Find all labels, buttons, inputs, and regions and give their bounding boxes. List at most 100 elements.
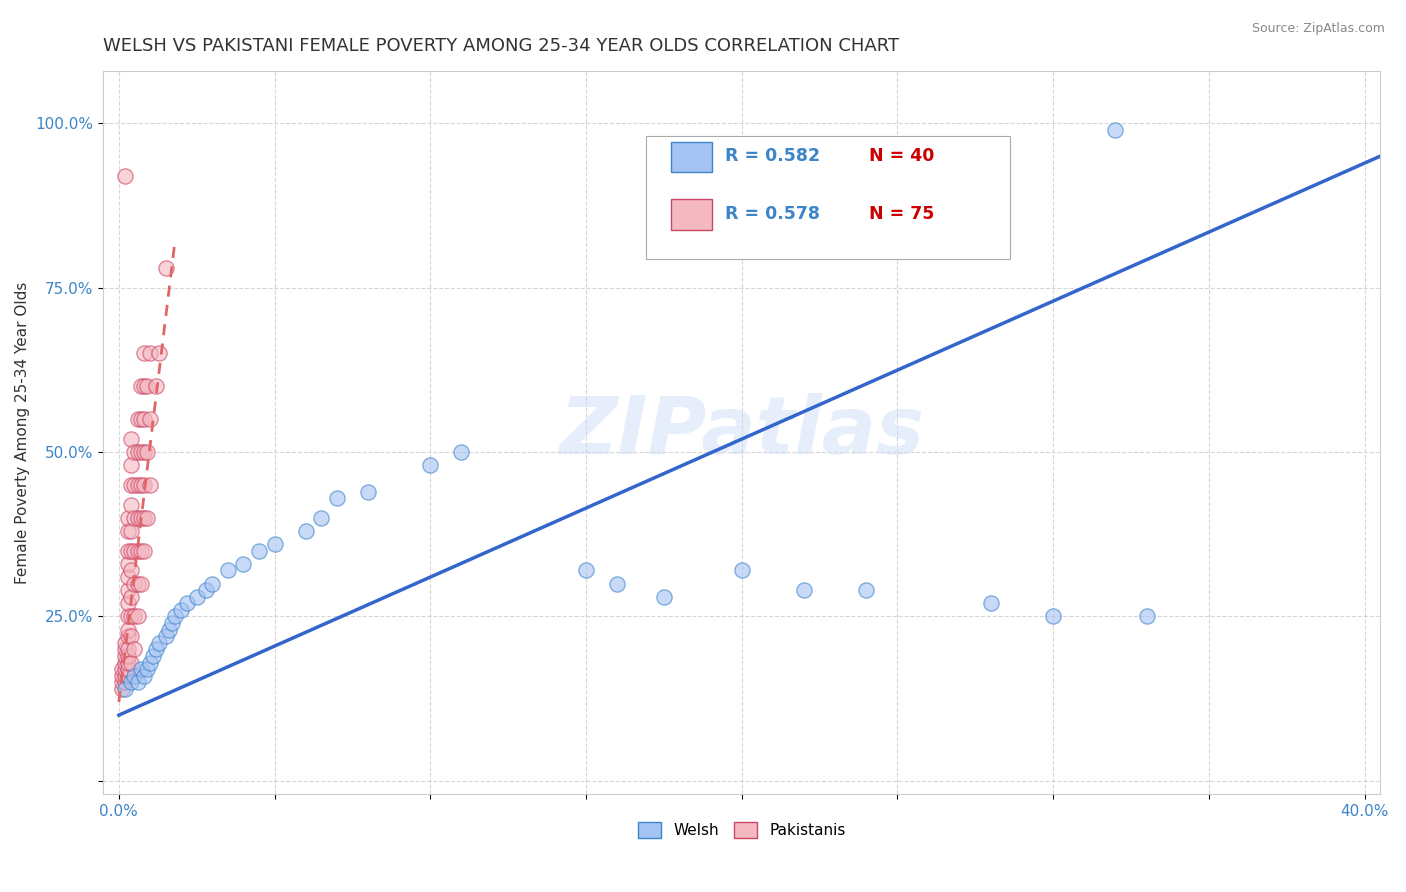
Point <box>139 412 162 426</box>
Bar <box>672 200 713 230</box>
Point <box>217 564 239 578</box>
Point <box>232 557 254 571</box>
Point <box>114 648 136 663</box>
Point <box>117 570 139 584</box>
Text: N = 40: N = 40 <box>869 147 935 165</box>
Point <box>114 656 136 670</box>
Point <box>145 379 167 393</box>
Point <box>120 478 142 492</box>
Point <box>120 675 142 690</box>
Point <box>148 636 170 650</box>
Point <box>155 629 177 643</box>
Point <box>450 445 472 459</box>
Point <box>127 543 149 558</box>
Point <box>127 412 149 426</box>
Point <box>120 590 142 604</box>
Point <box>124 642 146 657</box>
Point <box>1042 609 1064 624</box>
Point <box>201 576 224 591</box>
Point <box>127 675 149 690</box>
Point <box>120 432 142 446</box>
Point <box>170 603 193 617</box>
Point <box>124 609 146 624</box>
Point <box>129 412 152 426</box>
Point <box>127 576 149 591</box>
Point <box>294 524 316 538</box>
Point <box>129 379 152 393</box>
Point <box>129 576 152 591</box>
Point <box>139 656 162 670</box>
Text: R = 0.578: R = 0.578 <box>725 205 820 223</box>
Point <box>127 609 149 624</box>
Point <box>980 596 1002 610</box>
Point <box>247 543 270 558</box>
Point <box>132 445 155 459</box>
Point <box>139 478 162 492</box>
Point <box>117 662 139 676</box>
Point <box>357 484 380 499</box>
Point <box>135 511 157 525</box>
Point <box>135 445 157 459</box>
Text: N = 75: N = 75 <box>869 205 935 223</box>
Text: ZIPatlas: ZIPatlas <box>560 393 924 471</box>
Point <box>117 557 139 571</box>
Point <box>135 379 157 393</box>
Point <box>124 511 146 525</box>
Point <box>132 412 155 426</box>
Point <box>114 642 136 657</box>
FancyBboxPatch shape <box>645 136 1010 259</box>
Point <box>117 642 139 657</box>
Point <box>117 668 139 682</box>
Point <box>120 609 142 624</box>
Point <box>114 636 136 650</box>
Point <box>117 524 139 538</box>
Point <box>120 524 142 538</box>
Point <box>142 648 165 663</box>
Point <box>132 511 155 525</box>
Point <box>111 681 134 696</box>
Legend: Welsh, Pakistanis: Welsh, Pakistanis <box>631 816 852 844</box>
Text: R = 0.582: R = 0.582 <box>725 147 820 165</box>
Point <box>120 458 142 473</box>
Point <box>132 543 155 558</box>
Point <box>117 609 139 624</box>
Point <box>117 583 139 598</box>
Point <box>117 596 139 610</box>
Point <box>145 642 167 657</box>
Point <box>124 445 146 459</box>
Point <box>117 629 139 643</box>
Point <box>117 543 139 558</box>
Point <box>117 648 139 663</box>
Bar <box>672 142 713 172</box>
Point <box>120 564 142 578</box>
Point <box>117 656 139 670</box>
Point <box>114 675 136 690</box>
Point <box>120 656 142 670</box>
Point <box>419 458 441 473</box>
Point <box>120 498 142 512</box>
Point <box>117 511 139 525</box>
Point <box>155 260 177 275</box>
Point <box>114 681 136 696</box>
Point <box>163 609 186 624</box>
Point <box>652 590 675 604</box>
Point <box>127 445 149 459</box>
Point <box>157 623 180 637</box>
Point <box>120 629 142 643</box>
Point <box>114 662 136 676</box>
Point <box>186 590 208 604</box>
Point <box>176 596 198 610</box>
Point <box>129 543 152 558</box>
Point <box>124 543 146 558</box>
Y-axis label: Female Poverty Among 25-34 Year Olds: Female Poverty Among 25-34 Year Olds <box>15 281 30 583</box>
Point <box>160 615 183 630</box>
Point <box>129 445 152 459</box>
Point <box>148 346 170 360</box>
Text: WELSH VS PAKISTANI FEMALE POVERTY AMONG 25-34 YEAR OLDS CORRELATION CHART: WELSH VS PAKISTANI FEMALE POVERTY AMONG … <box>103 37 900 55</box>
Point <box>120 543 142 558</box>
Point <box>127 511 149 525</box>
Point <box>127 478 149 492</box>
Point <box>139 346 162 360</box>
Point <box>263 537 285 551</box>
Point <box>129 662 152 676</box>
